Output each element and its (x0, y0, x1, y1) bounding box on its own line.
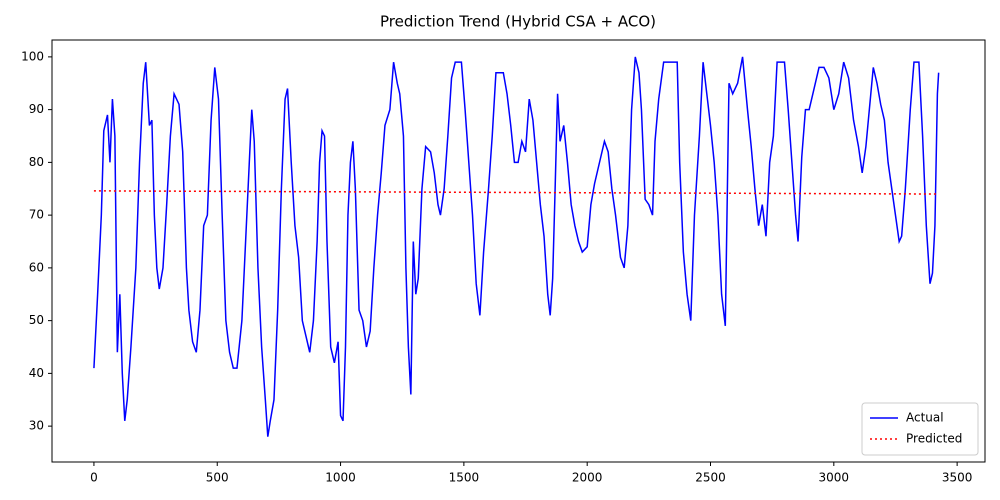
y-tick-label: 60 (29, 260, 44, 274)
y-tick-label: 50 (29, 313, 44, 327)
y-tick-label: 40 (29, 366, 44, 380)
x-tick-label: 3500 (942, 471, 973, 485)
y-tick-label: 100 (21, 49, 44, 63)
x-tick-label: 500 (206, 471, 229, 485)
legend-label: Actual (906, 411, 944, 425)
x-tick-label: 0 (90, 471, 98, 485)
y-tick-label: 30 (29, 419, 44, 433)
y-tick-label: 80 (29, 155, 44, 169)
legend-label: Predicted (906, 432, 962, 446)
chart-title: Prediction Trend (Hybrid CSA + ACO) (380, 13, 656, 31)
x-tick-label: 1500 (449, 471, 480, 485)
legend-box (861, 402, 979, 456)
x-tick-label: 2000 (572, 471, 603, 485)
x-tick-label: 1000 (325, 471, 356, 485)
x-tick-label: 3000 (819, 471, 850, 485)
y-tick-label: 70 (29, 208, 44, 222)
y-tick-label: 90 (29, 102, 44, 116)
x-tick-label: 2500 (695, 471, 726, 485)
data-line (93, 56, 940, 437)
data-line (93, 190, 938, 195)
plot-frame (51, 39, 986, 463)
